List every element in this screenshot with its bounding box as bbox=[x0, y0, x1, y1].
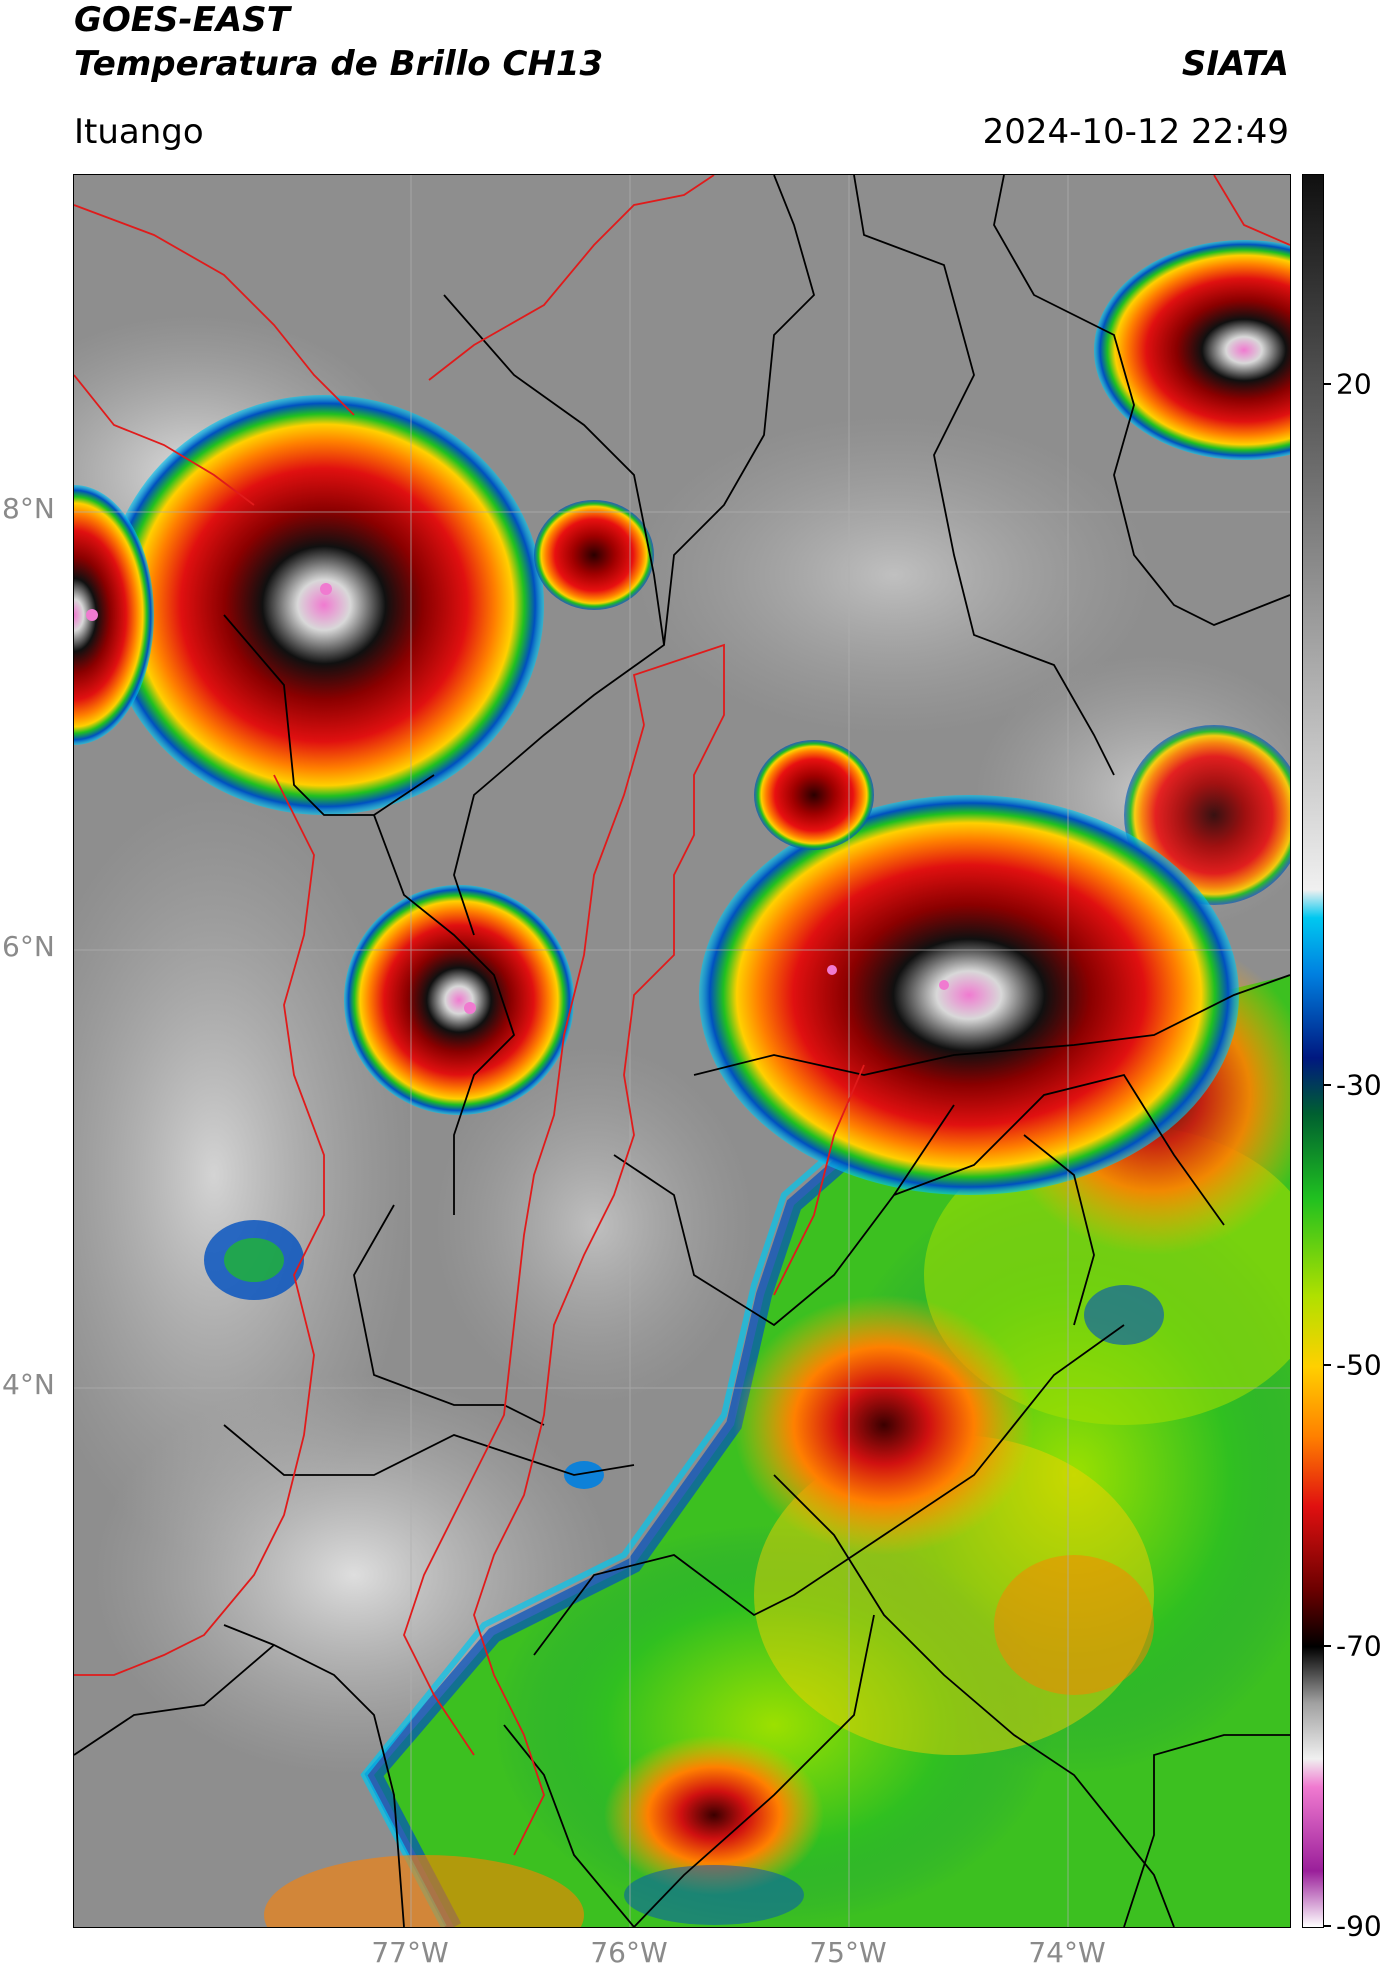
lat-label-8n: 8°N bbox=[2, 492, 55, 525]
cold-peak-marker bbox=[464, 1002, 476, 1014]
organization-label: SIATA bbox=[1181, 44, 1289, 84]
lon-label-75w: 75°W bbox=[809, 1936, 887, 1969]
colorbar-tick-label: 20 bbox=[1336, 367, 1372, 401]
colorbar-tick-label: -30 bbox=[1336, 1068, 1382, 1102]
colorbar-tick-label: -90 bbox=[1336, 1909, 1382, 1943]
lon-label-74w: 74°W bbox=[1028, 1936, 1106, 1969]
colorbar-tick bbox=[1323, 1084, 1331, 1087]
colorbar-tick-label: -70 bbox=[1336, 1629, 1382, 1663]
satellite-map bbox=[73, 174, 1291, 1928]
colorbar bbox=[1302, 174, 1324, 1928]
title-product: Temperatura de Brillo CH13 bbox=[74, 44, 604, 84]
cold-peak-marker bbox=[827, 965, 837, 975]
colorbar-tick bbox=[1323, 1644, 1331, 1647]
timestamp-label: 2024-10-12 22:49 bbox=[982, 112, 1289, 152]
colorbar-tick bbox=[1323, 1925, 1331, 1927]
lat-label-6n: 6°N bbox=[2, 930, 55, 963]
cold-peak-marker bbox=[86, 609, 98, 621]
map-canvas bbox=[74, 175, 1290, 1927]
title-satellite: GOES-EAST bbox=[74, 0, 290, 40]
lat-label-4n: 4°N bbox=[2, 1368, 55, 1401]
lon-label-76w: 76°W bbox=[590, 1936, 668, 1969]
cold-peak-marker bbox=[939, 980, 949, 990]
colorbar-tick-label: -50 bbox=[1336, 1348, 1382, 1382]
lon-label-77w: 77°W bbox=[371, 1936, 449, 1969]
colorbar-tick bbox=[1323, 1364, 1331, 1367]
colorbar-tick bbox=[1323, 383, 1331, 386]
cold-peak-marker bbox=[320, 583, 332, 595]
location-label: Ituango bbox=[74, 112, 204, 152]
